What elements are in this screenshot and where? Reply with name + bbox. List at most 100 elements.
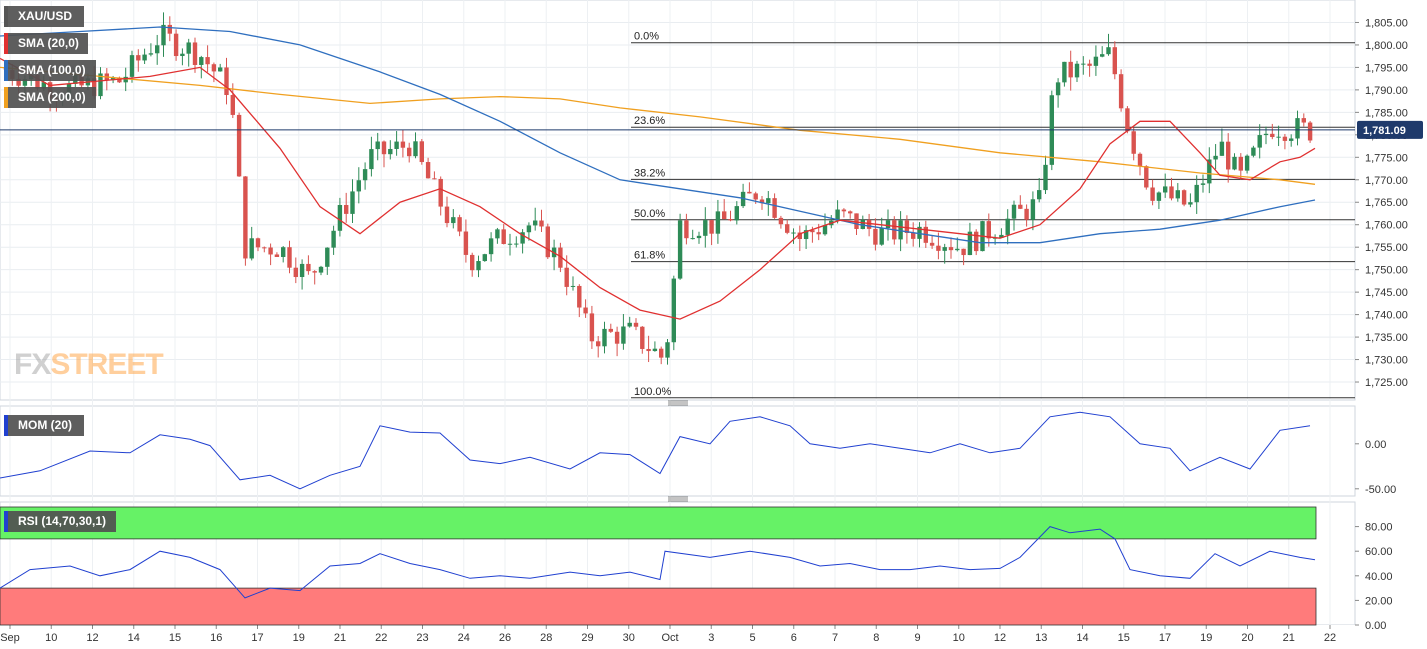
price-tick-label: 1,750.00 xyxy=(1365,265,1408,277)
candle-bear xyxy=(948,247,954,251)
price-tick-label: 1,760.00 xyxy=(1365,220,1408,232)
candle-bull xyxy=(1081,63,1086,65)
sma200-tag[interactable]: SMA (200,0) xyxy=(4,87,96,108)
time-tick-label: 3 xyxy=(708,632,714,644)
candle-bear xyxy=(230,95,235,115)
symbol-tag[interactable]: XAU/USD xyxy=(4,6,84,27)
candle-bull xyxy=(299,263,305,278)
price-panel xyxy=(0,0,1356,401)
candle-bear xyxy=(1118,74,1124,109)
price-tick-label: 1,790.00 xyxy=(1365,85,1408,97)
price-tick-label: 1,745.00 xyxy=(1365,287,1408,299)
candle-bear xyxy=(866,219,872,229)
candle-bear xyxy=(344,204,349,214)
candle-bull xyxy=(1175,190,1180,199)
time-tick-label: 14 xyxy=(128,632,140,644)
candle-bear xyxy=(243,176,248,259)
candle-bear xyxy=(1226,141,1231,170)
price-tick-label: 1,785.00 xyxy=(1365,107,1408,119)
candle-bear xyxy=(444,206,450,224)
time-tick-label: 22 xyxy=(375,632,387,644)
fib-label: 38.2% xyxy=(634,167,665,179)
candle-bull xyxy=(1062,61,1067,83)
candle-bear xyxy=(1131,131,1136,154)
time-tick-label: 10 xyxy=(953,632,965,644)
candle-bear xyxy=(709,220,714,234)
candle-bear xyxy=(539,220,544,227)
candle-bull xyxy=(123,76,128,83)
candle-bull xyxy=(331,230,336,248)
candle-bull xyxy=(1295,118,1300,139)
candle-bear xyxy=(772,198,777,218)
candle-bull xyxy=(835,209,840,221)
candle-bear xyxy=(35,74,40,89)
mom-panel xyxy=(0,405,1356,497)
time-tick-label: 21 xyxy=(1283,632,1295,644)
candle-bear xyxy=(564,267,569,287)
candle-bull xyxy=(917,226,922,239)
sma100-tag[interactable]: SMA (100,0) xyxy=(4,60,96,81)
candle-bull xyxy=(1200,183,1206,185)
candle-bear xyxy=(684,220,689,239)
candle-bull xyxy=(142,54,147,61)
fib-label: 61.8% xyxy=(634,250,665,262)
rsi-tick-label: 20.00 xyxy=(1365,595,1393,607)
candle-bear xyxy=(633,322,639,327)
candle-bull xyxy=(942,247,947,251)
candle-bear xyxy=(841,209,847,212)
candle-bear xyxy=(192,42,198,65)
candle-bear xyxy=(1024,208,1029,220)
candle-bull xyxy=(1043,164,1048,191)
candle-bull xyxy=(860,219,865,229)
mom-tag[interactable]: MOM (20) xyxy=(4,415,84,436)
candle-bear xyxy=(470,254,475,271)
time-tick-label: 19 xyxy=(1200,632,1212,644)
sma200-swatch xyxy=(4,87,8,108)
candle-bear xyxy=(117,77,122,83)
time-tick-label: 8 xyxy=(873,632,879,644)
time-tick-label: 12 xyxy=(86,632,98,644)
time-tick-label: 17 xyxy=(1159,632,1171,644)
candle-bear xyxy=(961,248,966,256)
candle-bear xyxy=(1282,136,1288,141)
candle-bull xyxy=(218,67,223,72)
time-tick-label: 23 xyxy=(416,632,428,644)
candle-bull xyxy=(325,247,330,267)
candle-bull xyxy=(1207,159,1212,184)
time-tick-label: 30 xyxy=(623,632,635,644)
candle-bull xyxy=(1219,141,1225,156)
candle-bull xyxy=(394,141,399,149)
time-tick-label: 20 xyxy=(1241,632,1253,644)
candle-bull xyxy=(671,278,676,343)
time-tick-label: 22 xyxy=(1324,632,1336,644)
candle-bull xyxy=(1232,156,1237,170)
price-tick-label: 1,775.00 xyxy=(1365,152,1408,164)
candle-bull xyxy=(1030,199,1036,220)
candle-bull xyxy=(570,285,576,287)
time-tick-label: 21 xyxy=(334,632,346,644)
candle-bear xyxy=(432,178,437,180)
candle-bull xyxy=(362,169,368,181)
candle-bull xyxy=(129,55,135,77)
candle-bull xyxy=(375,141,380,150)
candle-bull xyxy=(1156,192,1162,201)
sma20-tag[interactable]: SMA (20,0) xyxy=(4,33,88,54)
candle-bear xyxy=(646,348,651,352)
candle-bull xyxy=(967,231,973,256)
time-tick-label: 15 xyxy=(169,632,181,644)
candle-bull xyxy=(602,328,607,347)
price-tick-label: 1,800.00 xyxy=(1365,40,1408,52)
candle-bull xyxy=(318,266,324,273)
time-tick-label: 14 xyxy=(1076,632,1088,644)
rsi-tick-label: 0.00 xyxy=(1365,620,1386,632)
sma100-line xyxy=(0,26,1316,244)
candle-bull xyxy=(1093,56,1099,66)
fib-label: 50.0% xyxy=(634,208,665,220)
candle-bull xyxy=(507,243,513,245)
time-tick-label: 16 xyxy=(210,632,222,644)
candle-bear xyxy=(312,271,317,273)
rsi-tick-label: 40.00 xyxy=(1365,571,1393,583)
candle-bull xyxy=(955,248,960,251)
rsi-tag[interactable]: RSI (14,70,30,1) xyxy=(4,511,116,532)
